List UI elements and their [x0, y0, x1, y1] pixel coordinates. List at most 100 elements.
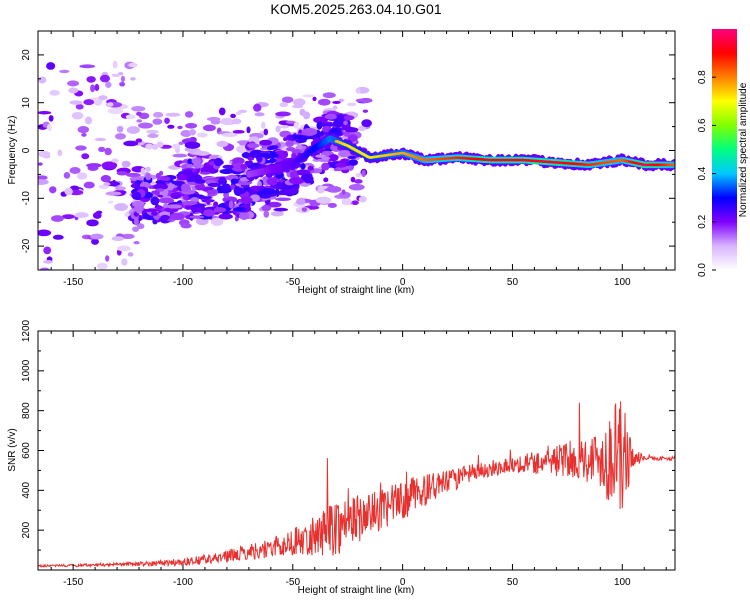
spectrogram-cell: [150, 196, 160, 206]
spectrogram-cell: [114, 133, 126, 140]
colorbar-tick-label: 0.6: [697, 118, 708, 132]
spectrogram-cell: [302, 111, 311, 120]
spectrogram-ridge: [245, 133, 675, 181]
spectrogram-cell: [332, 119, 344, 128]
colorbar-tick-label: 0.0: [697, 263, 708, 277]
spectrogram-cell: [38, 229, 52, 237]
spectrogram-cell: [195, 150, 210, 156]
spectrogram-cell: [338, 191, 351, 199]
spectrogram-cell: [315, 196, 332, 204]
spectrogram-cell: [332, 105, 338, 110]
spectrogram-cell: [288, 177, 305, 185]
spectrogram-cell: [275, 197, 291, 201]
spectrogram-cell: [59, 69, 70, 74]
spectrogram-cell: [116, 245, 131, 252]
colorbar-tick-label: 0.2: [697, 214, 708, 228]
spectrogram-cell: [296, 169, 311, 176]
spectrogram-cell: [346, 102, 357, 107]
spectrogram-cell: [327, 202, 337, 209]
spectrogram-cell: [63, 172, 71, 179]
spectrogram-cell: [361, 169, 366, 178]
spectrogram-cell: [319, 122, 335, 128]
spectrogram-cell: [350, 176, 356, 183]
spectrogram-cell: [128, 62, 138, 68]
spectrogram-cell: [218, 107, 226, 116]
snr-xtick-label: 50: [507, 577, 519, 588]
spectrogram-cell: [240, 196, 253, 205]
spectrogram-cell: [354, 179, 363, 184]
spectrogram-cell: [300, 174, 312, 181]
spectrogram-cell: [75, 103, 84, 110]
spectrogram-cell: [293, 98, 306, 107]
spectrogram-cell: [267, 201, 282, 208]
spectrogram-cell: [164, 117, 170, 125]
spectrogram-cell: [186, 163, 194, 168]
spectrogram-cell: [291, 148, 302, 154]
spectrogram-cell: [132, 206, 146, 212]
spectrogram-cell: [230, 113, 236, 119]
spectrogram-cell: [94, 137, 107, 142]
spectrogram-cell: [189, 215, 205, 219]
spectrogram-cell: [155, 172, 161, 179]
snr-y-axis: 200 400 600 800 1000 1200: [21, 319, 675, 571]
spectrogram-cell: [266, 177, 278, 186]
spectrogram-cell: [313, 116, 328, 124]
spectrogram-cell: [361, 119, 372, 128]
spectrogram-cell: [211, 183, 217, 188]
snr-xtick-label: -150: [63, 577, 83, 588]
spectrogram-cell: [233, 187, 246, 195]
spectrogram-cell: [77, 126, 90, 134]
spectrogram-cell: [172, 143, 181, 149]
spectrogram-cell: [254, 112, 265, 117]
spectrogram-cell: [131, 200, 145, 208]
spectrogram-cell: [131, 105, 146, 112]
spectrogram-cell: [301, 207, 308, 212]
spectrogram-cell: [238, 211, 250, 221]
spectrogram-cell: [302, 94, 315, 98]
snr-ytick-label: 1200: [21, 319, 32, 342]
spectrogram-cell: [99, 74, 111, 83]
spectrogram-cell: [103, 182, 111, 187]
colorbar-tick-label: 0.8: [697, 70, 708, 84]
spectrogram-cell: [134, 192, 142, 201]
spectrogram-cell: [104, 147, 112, 156]
spectrogram-cell: [362, 109, 369, 113]
spectrogram-cell: [38, 76, 47, 84]
spectrogram-xtick-label: -150: [63, 277, 83, 288]
spectrogram-cell: [190, 197, 199, 203]
spectrogram-cell: [83, 181, 95, 189]
spectrogram-cell: [275, 125, 281, 133]
spectrogram-cell: [69, 167, 81, 174]
spectrogram-cell: [156, 141, 164, 148]
snr-ytick-label: 800: [21, 402, 32, 419]
spectrogram-cell: [220, 117, 234, 126]
spectrogram-cell: [145, 143, 153, 150]
spectrogram-cell: [166, 182, 175, 191]
spectrogram-cell: [181, 200, 198, 206]
spectrogram-xtick-label: 0: [400, 277, 406, 288]
spectrogram-cell: [111, 236, 125, 241]
spectrogram-cell: [193, 161, 202, 169]
spectrogram-cell: [84, 116, 93, 125]
spectrogram-cell: [83, 99, 95, 106]
spectrogram-cell: [239, 142, 247, 146]
spectrogram-cell: [293, 122, 299, 129]
colorbar-tick-label: 0.4: [697, 166, 708, 180]
spectrogram-cell: [213, 201, 219, 208]
spectrogram-cell: [355, 173, 363, 178]
spectrogram-ytick-label: -10: [21, 191, 32, 206]
snr-xtick-label: -50: [286, 577, 301, 588]
spectrogram-cell: [317, 98, 331, 106]
spectrogram-cell: [246, 143, 260, 149]
spectrogram-cell: [219, 176, 226, 185]
colorbar-ticks: 0.0 0.2 0.4 0.6 0.8: [697, 70, 716, 277]
spectrogram-cell: [112, 60, 118, 69]
snr-xtick-label: -100: [173, 577, 193, 588]
spectrogram-cell: [246, 126, 251, 134]
spectrogram-cell: [114, 203, 129, 211]
spectrogram-cell: [358, 125, 366, 132]
spectrogram-cell: [332, 100, 341, 105]
spectrogram-cell: [312, 158, 321, 162]
spectrogram-cell: [111, 73, 121, 78]
